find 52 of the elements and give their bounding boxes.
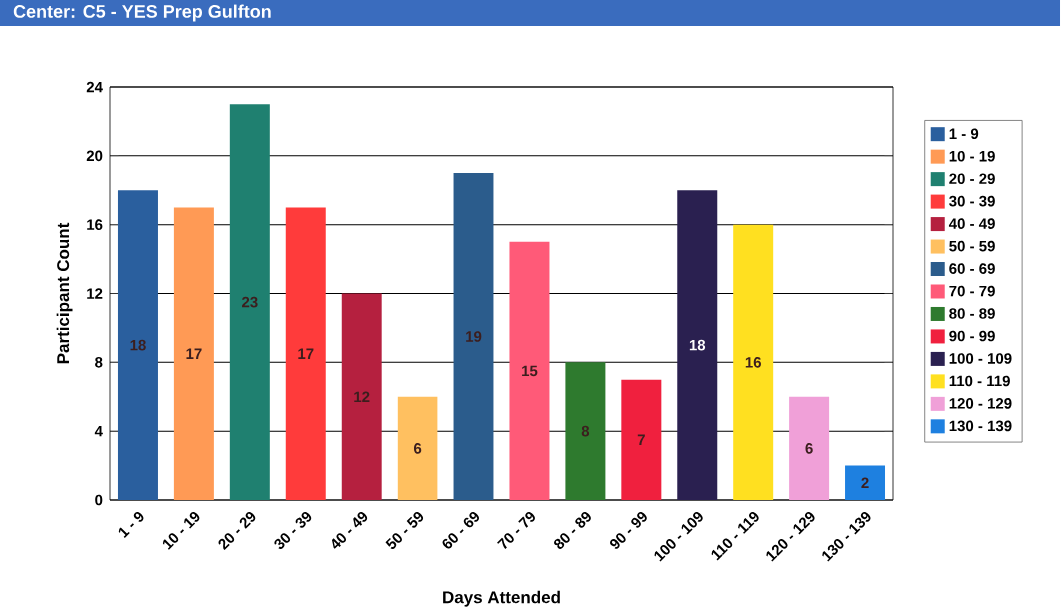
data-label: 17 — [186, 348, 202, 359]
data-label: 19 — [466, 331, 482, 342]
legend-label: 60 - 69 — [949, 263, 995, 274]
y-tick-label: 16 — [87, 219, 103, 230]
y-tick-label: 0 — [95, 494, 103, 506]
data-label: 8 — [581, 425, 590, 437]
data-label: 2 — [861, 477, 869, 489]
legend-label: 20 - 29 — [949, 173, 995, 185]
legend-label: 70 - 79 — [949, 285, 995, 297]
data-label: 6 — [414, 443, 422, 454]
legend-label: 80 - 89 — [949, 308, 995, 319]
legend-label: 120 - 129 — [949, 398, 1012, 409]
x-tick-label: 80 - 89 — [554, 511, 591, 549]
data-label: 18 — [689, 339, 706, 351]
y-tick-label: 4 — [94, 426, 103, 437]
data-label: 6 — [805, 443, 813, 454]
data-label: 17 — [298, 348, 314, 359]
legend-label: 90 - 99 — [949, 330, 995, 342]
y-tick-label: 12 — [87, 288, 103, 299]
x-tick-label: 110 - 119 — [711, 511, 759, 561]
legend-label: 130 - 139 — [949, 420, 1012, 432]
legend-label: 50 - 59 — [949, 240, 995, 252]
chart-title: Center: C5 - YES Prep Gulfton — [13, 4, 271, 22]
x-tick-label: 70 - 79 — [497, 511, 535, 549]
x-tick-label: 30 - 39 — [274, 511, 312, 549]
x-tick-label: 10 - 19 — [162, 511, 200, 550]
x-tick-label: 20 - 29 — [218, 511, 256, 551]
data-label: 18 — [130, 339, 146, 351]
y-tick-label: 20 — [86, 150, 103, 162]
x-tick-label: 1 - 9 — [118, 511, 144, 538]
y-tick-label: 8 — [95, 357, 103, 368]
x-tick-label: 50 - 59 — [385, 511, 424, 549]
legend-label: 1 - 9 — [949, 128, 979, 140]
legend-label: 40 - 49 — [948, 218, 995, 229]
x-axis-title: Days Attended — [443, 590, 560, 607]
legend-label: 100 - 109 — [949, 353, 1012, 364]
y-axis-title: Participant Count — [56, 222, 73, 364]
x-tick-label: 40 - 49 — [331, 511, 368, 549]
legend-label: 110 - 119 — [949, 375, 1010, 387]
data-label: 7 — [637, 434, 645, 445]
data-label: 12 — [354, 391, 370, 402]
legend-label: 10 - 19 — [949, 150, 995, 162]
data-label: 16 — [745, 357, 761, 368]
legend-label: 30 - 39 — [949, 195, 995, 207]
x-tick-label: 130 - 139 — [822, 511, 871, 562]
y-tick-label: 24 — [86, 81, 103, 93]
x-tick-label: 90 - 99 — [610, 511, 647, 549]
x-tick-label: 60 - 69 — [442, 511, 480, 549]
data-label: 15 — [522, 365, 538, 377]
data-label: 23 — [242, 296, 258, 308]
x-tick-label: 100 - 109 — [654, 511, 703, 562]
x-tick-label: 120 - 129 — [766, 511, 815, 562]
